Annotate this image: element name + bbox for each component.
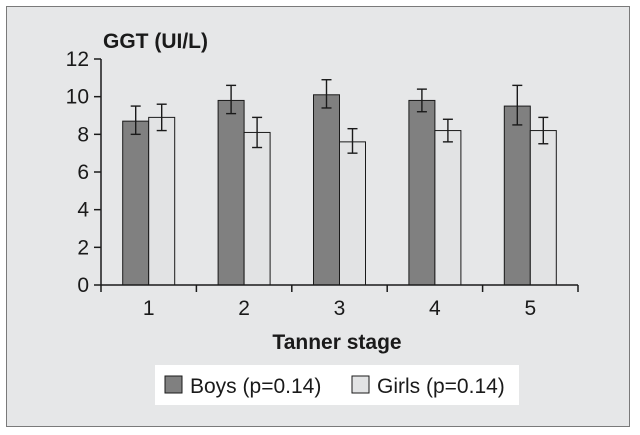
x-tick-label: 4 xyxy=(429,297,441,320)
y-tick-label: 10 xyxy=(66,86,89,109)
girls-bar xyxy=(434,130,462,286)
y-tick-label: 6 xyxy=(77,161,89,184)
x-tick-label: 3 xyxy=(334,297,346,320)
boys-bar xyxy=(408,99,436,286)
x-tick-label: 1 xyxy=(143,297,155,320)
legend-swatch-girls xyxy=(351,375,370,394)
legend-label-boys: Boys (p=0.14) xyxy=(190,375,321,398)
y-tick-label: 0 xyxy=(77,274,89,297)
legend-label-girls: Girls (p=0.14) xyxy=(377,375,505,398)
boys-bar xyxy=(217,99,245,286)
y-tick-label: 4 xyxy=(77,199,89,222)
boys-bar xyxy=(503,105,531,286)
x-tick-label: 2 xyxy=(238,297,250,320)
legend-box xyxy=(155,365,519,405)
boys-bar xyxy=(313,94,340,286)
y-tick-label: 2 xyxy=(77,236,89,259)
x-axis-label: Tanner stage xyxy=(272,331,401,354)
boys-bar xyxy=(122,120,150,286)
y-axis-label: GGT (UI/L) xyxy=(103,30,208,53)
legend: Boys (p=0.14) Girls (p=0.14) xyxy=(155,365,519,405)
girls-bar xyxy=(529,130,557,286)
girls-bar xyxy=(339,141,366,286)
girls-bar xyxy=(148,116,176,286)
x-tick-label: 5 xyxy=(524,297,536,320)
girls-bar xyxy=(243,131,271,286)
y-tick-label: 12 xyxy=(66,48,89,71)
y-tick-label: 8 xyxy=(77,123,89,146)
legend-swatch-boys xyxy=(164,375,183,394)
